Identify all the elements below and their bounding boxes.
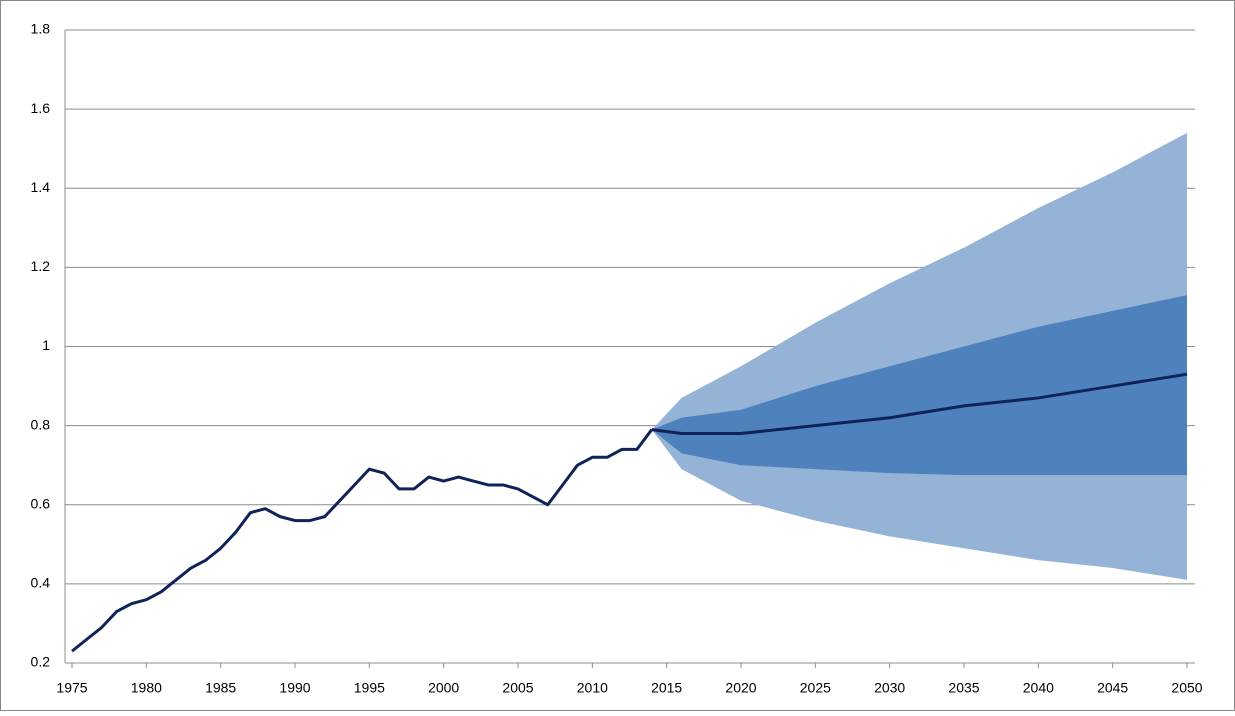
x-tick-label: 2040 xyxy=(1023,680,1054,696)
x-tick-label: 2015 xyxy=(651,680,682,696)
x-tick-label: 1980 xyxy=(131,680,162,696)
y-tick-label: 0.4 xyxy=(31,575,51,591)
y-tick-label: 1.2 xyxy=(31,258,51,274)
x-tick-label: 2035 xyxy=(948,680,979,696)
x-tick-label: 2010 xyxy=(577,680,608,696)
x-tick-label: 1985 xyxy=(205,680,236,696)
line xyxy=(71,428,653,653)
x-tick-label: 2000 xyxy=(428,680,459,696)
x-tick-label: 1995 xyxy=(354,680,385,696)
x-tick-label: 1990 xyxy=(279,680,310,696)
y-tick-label: 1.4 xyxy=(31,179,51,195)
y-tick-label: 1.6 xyxy=(31,100,51,116)
x-tick-label: 2030 xyxy=(874,680,905,696)
x-tick-label: 1975 xyxy=(56,680,87,696)
y-tick-label: 1 xyxy=(42,337,50,353)
x-tick-label: 2025 xyxy=(800,680,831,696)
y-tick-label: 0.6 xyxy=(31,495,51,511)
line xyxy=(651,372,1188,436)
x-tick-label: 2050 xyxy=(1171,680,1202,696)
x-tick-label: 2045 xyxy=(1097,680,1128,696)
y-tick-label: 0.2 xyxy=(31,654,51,670)
y-tick-label: 0.8 xyxy=(31,416,51,432)
y-tick-label: 1.8 xyxy=(31,21,51,37)
x-tick-label: 2005 xyxy=(502,680,533,696)
x-tick-label: 2020 xyxy=(725,680,756,696)
